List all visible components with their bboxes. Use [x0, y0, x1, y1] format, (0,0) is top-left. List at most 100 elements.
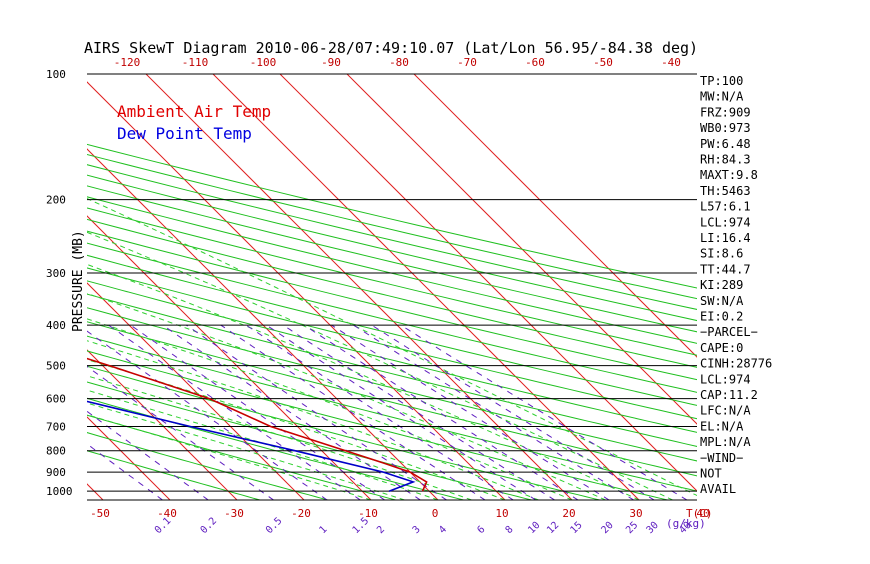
mixing-ratio-line	[303, 324, 579, 500]
isotherm-line	[212, 74, 640, 500]
index-label: MW:N/A	[700, 90, 744, 104]
index-label: KI:289	[700, 278, 743, 292]
mixing-ratio-tick-label: 3	[411, 524, 423, 536]
index-label: LCL:974	[700, 215, 751, 229]
index-label: PW:6.48	[700, 137, 751, 151]
isotherm-line	[87, 148, 439, 500]
dry-adiabat-line	[87, 267, 697, 420]
mixing-ratio-line	[108, 324, 361, 500]
index-label: NOT	[700, 467, 722, 481]
moist-adiabat-line	[87, 318, 573, 500]
series-line	[87, 357, 428, 492]
moist-adiabat-line	[87, 198, 697, 497]
index-label: L57:6.1	[700, 200, 751, 214]
isotherm-line	[87, 416, 171, 500]
index-label: MPL:N/A	[700, 435, 751, 449]
dry-adiabat-line	[87, 450, 261, 500]
pressure-tick-label: 100	[46, 68, 66, 81]
mixing-ratio-tick-label: 12	[545, 520, 561, 536]
index-label: TT:44.7	[700, 262, 751, 276]
bottom-temp-tick-label: 0	[432, 507, 439, 520]
bottom-temp-tick-label: 20	[562, 507, 575, 520]
index-label: LI:16.4	[700, 231, 751, 245]
top-temp-tick-label: -40	[661, 56, 681, 69]
mixing-ratio-tick-label: 0.2	[199, 516, 220, 537]
moist-adiabat-line	[87, 389, 439, 500]
pressure-tick-label: 400	[46, 319, 66, 332]
top-temp-tick-label: -50	[593, 56, 613, 69]
mixing-ratio-line	[331, 324, 610, 500]
mixing-ratio-line	[220, 324, 486, 500]
index-label: CINH:28776	[700, 357, 772, 371]
mixing-ratio-line	[282, 324, 555, 500]
dry-adiabat-line	[87, 207, 697, 356]
dry-adiabat-line	[87, 365, 600, 500]
bottom-temp-tick-label: -20	[291, 507, 311, 520]
dry-adiabat-line	[87, 174, 697, 322]
legend: Ambient Air Temp Dew Point Temp	[117, 102, 271, 143]
pressure-tick-label: 1000	[46, 485, 73, 498]
mixing-ratio-line	[87, 410, 209, 500]
bottom-temp-tick-label: 30	[629, 507, 642, 520]
mixing-ratio-tick-label: 15	[568, 520, 584, 536]
bottom-temp-tick-label: -40	[157, 507, 177, 520]
dry-adiabat-line	[87, 335, 697, 492]
isotherm-line	[87, 282, 305, 500]
bottom-temp-tick-label: -30	[224, 507, 244, 520]
mixing-ratio-line	[400, 324, 688, 500]
top-temp-tick-label: -120	[114, 56, 141, 69]
mixing-ratio-tick-label: 1	[317, 524, 329, 536]
index-label: EL:N/A	[700, 419, 744, 433]
dry-adiabat-line	[87, 153, 697, 300]
isotherm-line	[87, 349, 238, 500]
mixing-ratio-tick-label: 6	[475, 524, 487, 536]
legend-entry: Dew Point Temp	[117, 124, 252, 143]
mixing-ratio-tick-label: 4	[437, 524, 449, 536]
dry-adiabat-line	[87, 293, 697, 447]
moist-adiabat-line	[87, 292, 606, 500]
mixing-ratio-line	[87, 365, 274, 500]
mixing-ratio-line	[371, 324, 655, 500]
bottom-temp-axis: -50 -40 -30 -20 -10 0 10 20 30 40T(C)	[90, 507, 712, 520]
pressure-axis: 100 200 300 400 500 600 700 800 900 1000	[46, 68, 73, 498]
pressure-tick-label: 700	[46, 421, 66, 434]
dry-adiabat-line	[87, 321, 697, 477]
mixing-ratio-tick-label: 25	[624, 520, 640, 536]
dry-adiabat-line	[87, 254, 697, 406]
isotherm-line	[346, 74, 697, 425]
index-label: −WIND−	[700, 451, 743, 465]
mixing-ratio-line	[162, 324, 421, 500]
chart-title: AIRS SkewT Diagram 2010-06-28/07:49:10.0…	[84, 39, 698, 57]
isotherm-line	[87, 81, 506, 500]
index-label: SI:8.6	[700, 247, 743, 261]
dry-adiabat-line	[87, 307, 697, 462]
pressure-tick-label: 300	[46, 267, 66, 280]
index-label: LFC:N/A	[700, 404, 751, 418]
moist-adiabat-line	[87, 263, 640, 500]
index-label: AVAIL	[700, 482, 736, 496]
index-label: MAXT:9.8	[700, 168, 758, 182]
dry-adiabat-line	[87, 230, 697, 381]
mixing-ratio-tick-label: 10	[526, 520, 542, 536]
bottom-temp-tick-label: 40	[696, 507, 709, 520]
series-line	[87, 400, 416, 492]
mixing-ratio-tick-label: 8	[504, 524, 516, 536]
top-temp-tick-label: -80	[389, 56, 409, 69]
isotherm-lines	[0, 74, 697, 500]
pressure-tick-label: 900	[46, 466, 66, 479]
dry-adiabat-line	[87, 164, 697, 310]
dry-adiabat-line	[87, 143, 697, 289]
legend-entry: Ambient Air Temp	[117, 102, 271, 121]
dry-adiabat-line	[87, 242, 697, 393]
isotherm-line	[0, 74, 36, 500]
dry-adiabat-line	[87, 432, 328, 500]
dry-adiabat-line	[87, 350, 668, 500]
top-temp-tick-label: -90	[321, 56, 341, 69]
index-label: RH:84.3	[700, 153, 751, 167]
mixing-ratio-line	[130, 324, 385, 500]
mixing-ratio-line	[186, 324, 447, 500]
mixing-ratio-tick-label: 30	[645, 520, 661, 536]
